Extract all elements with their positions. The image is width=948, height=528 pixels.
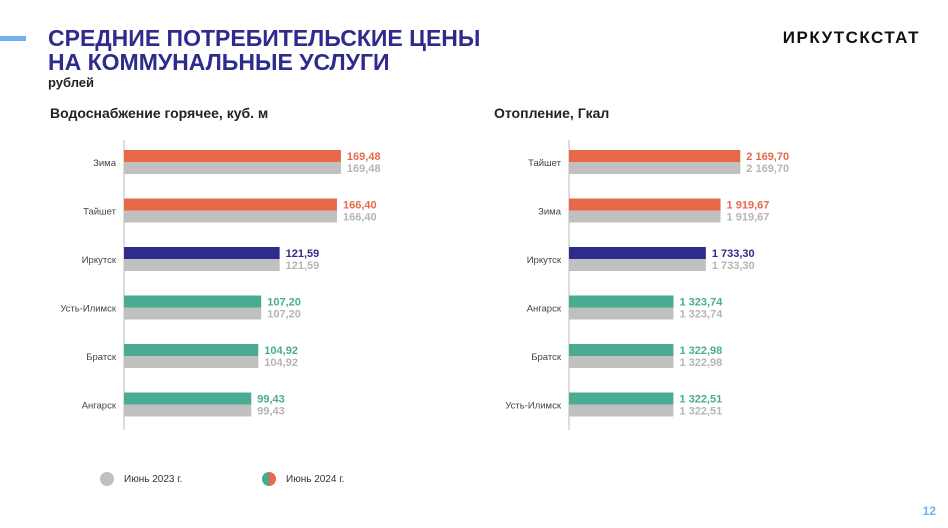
data-label-2024: 107,20 (267, 297, 301, 309)
category-label: Усть-Илимск (60, 304, 117, 315)
category-label: Тайшет (528, 158, 562, 169)
page-subtitle: рублей (48, 75, 95, 90)
data-label-2024: 1 322,98 (679, 345, 722, 357)
category-label: Тайшет (83, 207, 117, 218)
page-title: СРЕДНИЕ ПОТРЕБИТЕЛЬСКИЕ ЦЕНЫ НА КОММУНАЛ… (48, 26, 480, 74)
legend-item-2023: Июнь 2023 г. (100, 472, 182, 486)
data-label-2023: 1 733,30 (712, 260, 755, 272)
category-label: Братск (86, 352, 117, 363)
bar-2023 (569, 307, 674, 320)
bar-2024 (124, 150, 341, 162)
data-label-2024: 1 733,30 (712, 248, 755, 260)
bar-2024 (569, 150, 741, 162)
legend-item-2024: Июнь 2024 г. (262, 472, 344, 486)
data-label-2023: 107,20 (267, 309, 301, 321)
bar-2023 (124, 210, 337, 223)
category-label: Ангарск (82, 401, 117, 412)
data-label-2024: 1 322,51 (679, 394, 722, 406)
data-label-2023: 2 169,70 (746, 163, 789, 175)
data-label-2024: 166,40 (343, 200, 377, 212)
bar-2024 (124, 247, 280, 259)
bar-2023 (124, 404, 252, 417)
category-label: Ангарск (527, 304, 562, 315)
data-label-2023: 104,92 (264, 357, 298, 369)
data-label-2024: 104,92 (264, 345, 298, 357)
bar-2024 (124, 198, 337, 211)
category-label: Усть-Илимск (505, 401, 562, 412)
data-label-2024: 169,48 (347, 151, 381, 163)
bar-2024 (569, 247, 706, 259)
bar-2023 (569, 210, 721, 223)
bar-2024 (569, 392, 674, 405)
data-label-2024: 121,59 (286, 248, 320, 260)
category-label: Зима (93, 158, 117, 169)
bar-2024 (124, 344, 259, 356)
bar-2024 (124, 392, 252, 405)
page-title-line-2: НА КОММУНАЛЬНЫЕ УСЛУГИ (48, 49, 390, 75)
heating-chart: Тайшет 2 169,702 169,70 Зима 1 919,671 919,… (505, 140, 789, 430)
data-label-2023: 99,43 (257, 406, 285, 418)
data-label-2024: 1 919,67 (727, 200, 770, 212)
bar-2024 (569, 344, 674, 356)
legend-label-2024: Июнь 2024 г. (286, 473, 345, 485)
data-label-2023: 1 323,74 (680, 309, 724, 321)
legend-gray-circle-icon (100, 472, 114, 486)
page-number: 12 (922, 504, 936, 518)
data-label-2023: 169,48 (347, 163, 381, 175)
bar-2024 (569, 198, 721, 211)
bar-2024 (124, 295, 262, 308)
data-label-2024: 2 169,70 (746, 151, 789, 163)
data-label-2023: 166,40 (343, 212, 377, 224)
chart-title-hot-water: Водоснабжение горячее, куб. м (50, 105, 269, 121)
data-label-2023: 1 322,98 (679, 357, 722, 369)
data-label-2023: 1 322,51 (679, 406, 722, 418)
page-title-line-1: СРЕДНИЕ ПОТРЕБИТЕЛЬСКИЕ ЦЕНЫ (48, 25, 481, 51)
accent-bar (0, 36, 26, 41)
category-label: Иркутск (82, 255, 117, 266)
bar-2023 (124, 162, 341, 174)
bar-2023 (569, 162, 741, 174)
data-label-2023: 121,59 (286, 260, 320, 272)
data-label-2023: 1 919,67 (727, 212, 770, 224)
bar-2024 (569, 295, 674, 308)
legend-two-color-circle-icon (262, 472, 276, 486)
data-label-2024: 1 323,74 (680, 297, 724, 309)
bar-2023 (124, 307, 262, 320)
category-label: Братск (531, 352, 562, 363)
bar-2023 (124, 259, 280, 271)
category-label: Иркутск (527, 255, 562, 266)
category-label: Зима (538, 207, 562, 218)
bar-2023 (569, 356, 674, 368)
bar-2023 (569, 404, 674, 417)
chart-title-heating: Отопление, Гкал (494, 105, 610, 121)
bar-2023 (124, 356, 259, 368)
irkutskstat-logo: ИРКУТСКСТАТ (782, 28, 920, 47)
bar-2023 (569, 259, 706, 271)
legend-label-2023: Июнь 2023 г. (124, 473, 183, 485)
data-label-2024: 99,43 (257, 394, 285, 406)
